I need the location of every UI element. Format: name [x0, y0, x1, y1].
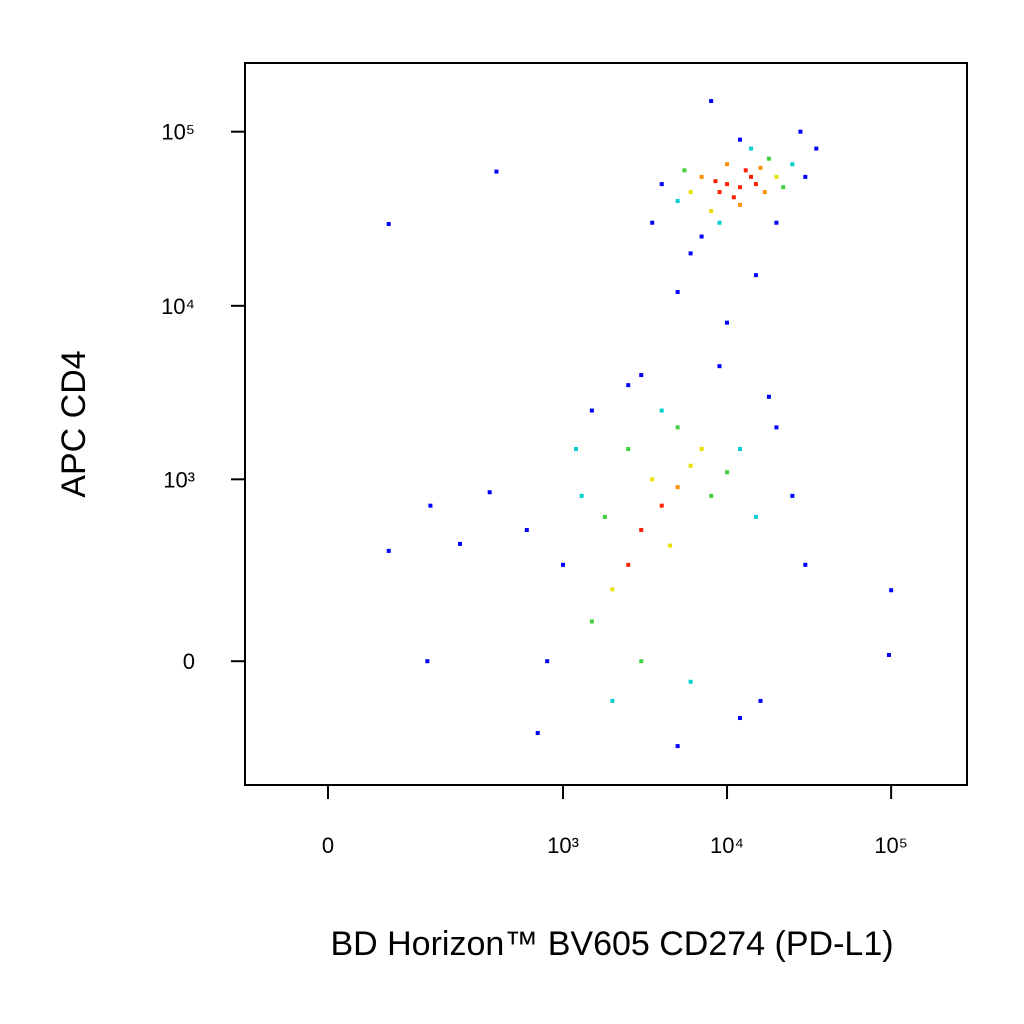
point [709, 209, 714, 214]
point [675, 744, 680, 749]
point [457, 541, 462, 546]
point [699, 174, 704, 179]
point [798, 129, 803, 134]
point [610, 698, 615, 703]
point [753, 273, 758, 278]
point [738, 447, 743, 452]
point [675, 425, 680, 430]
point [589, 619, 594, 624]
point [561, 562, 566, 567]
point [738, 137, 743, 142]
point [494, 169, 499, 174]
point [738, 185, 743, 190]
y-tick-label: 10⁵ [161, 120, 195, 145]
point [626, 447, 631, 452]
point [753, 514, 758, 519]
y-tick-label: 0 [183, 649, 195, 674]
point [725, 320, 730, 325]
point [738, 716, 743, 721]
point [610, 587, 615, 592]
y-tick-label: 10⁴ [161, 294, 195, 319]
point [758, 698, 763, 703]
point [743, 168, 748, 173]
point [487, 490, 492, 495]
point [749, 174, 754, 179]
point [803, 174, 808, 179]
point [781, 185, 786, 190]
point [639, 659, 644, 664]
point [386, 548, 391, 553]
point [762, 190, 767, 195]
point [717, 220, 722, 225]
point [774, 425, 779, 430]
point [659, 408, 664, 413]
x-axis-label: BD Horizon™ BV605 CD274 (PD-L1) [330, 925, 893, 963]
point [731, 195, 736, 200]
point [886, 652, 891, 657]
point [699, 234, 704, 239]
point [814, 146, 819, 151]
point [639, 373, 644, 378]
point [573, 447, 578, 452]
point [386, 222, 391, 227]
point [675, 290, 680, 295]
point [717, 190, 722, 195]
point [626, 383, 631, 388]
point [688, 251, 693, 256]
point [650, 220, 655, 225]
point [659, 503, 664, 508]
point [688, 190, 693, 195]
point [717, 364, 722, 369]
point [709, 493, 714, 498]
point [790, 493, 795, 498]
point [425, 659, 430, 664]
point [682, 168, 687, 173]
x-tick-label: 10³ [547, 833, 579, 858]
point [589, 408, 594, 413]
point [699, 447, 704, 452]
point [626, 562, 631, 567]
x-tick-label: 10⁵ [874, 833, 908, 858]
point [766, 394, 771, 399]
point [602, 514, 607, 519]
point [790, 162, 795, 167]
point [725, 162, 730, 167]
point [639, 527, 644, 532]
point [668, 543, 673, 548]
point [659, 182, 664, 187]
point [709, 99, 714, 104]
point [758, 165, 763, 170]
point [545, 659, 550, 664]
point [738, 202, 743, 207]
point [428, 503, 433, 508]
point [766, 156, 771, 161]
point [889, 588, 894, 593]
point [713, 179, 718, 184]
point [675, 485, 680, 490]
point [725, 182, 730, 187]
point [535, 731, 540, 736]
x-tick-label: 10⁴ [710, 833, 744, 858]
point [688, 463, 693, 468]
point [774, 174, 779, 179]
point [650, 477, 655, 482]
y-axis-label: APC CD4 [55, 350, 93, 497]
point [753, 182, 758, 187]
point [725, 470, 730, 475]
plot-frame [244, 62, 968, 786]
point [675, 198, 680, 203]
point [579, 493, 584, 498]
point [688, 679, 693, 684]
point [774, 220, 779, 225]
point [803, 562, 808, 567]
y-tick-label: 10³ [163, 467, 195, 492]
point [524, 527, 529, 532]
x-tick-label: 0 [322, 833, 334, 858]
point [749, 146, 754, 151]
